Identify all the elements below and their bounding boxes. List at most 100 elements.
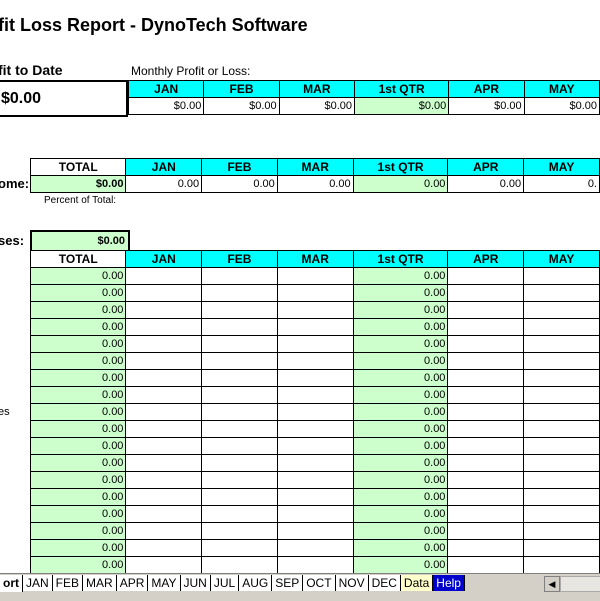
sheet-tab-nov[interactable]: NOV	[335, 575, 369, 591]
expense-total-cell[interactable]: 0.00	[29, 556, 127, 574]
expense-cell[interactable]	[201, 488, 278, 506]
expense-cell[interactable]	[276, 403, 354, 421]
scroll-left-button[interactable]: ◀	[544, 576, 560, 592]
expense-cell[interactable]	[201, 284, 278, 302]
expense-total-cell[interactable]: 0.00	[29, 386, 127, 404]
expense-qtr-cell[interactable]: 0.00	[352, 284, 449, 302]
expense-total-cell[interactable]: 0.00	[29, 539, 127, 557]
expense-cell[interactable]	[523, 488, 600, 506]
expense-cell[interactable]	[125, 267, 203, 285]
expense-cell[interactable]	[447, 403, 525, 421]
expense-cell[interactable]	[201, 267, 278, 285]
sheet-tab-feb[interactable]: FEB	[52, 575, 84, 591]
expense-qtr-cell[interactable]: 0.00	[352, 301, 449, 319]
sheet-tab-mar[interactable]: MAR	[83, 575, 117, 591]
expense-cell[interactable]	[447, 352, 525, 370]
expense-cell[interactable]	[125, 318, 203, 336]
expense-cell[interactable]	[125, 420, 203, 438]
expense-qtr-cell[interactable]: 0.00	[352, 403, 449, 421]
expense-cell[interactable]	[276, 454, 354, 472]
sheet-tab-sep[interactable]: SEP	[272, 575, 304, 591]
expense-cell[interactable]	[447, 539, 525, 557]
expense-cell[interactable]	[523, 539, 600, 557]
expense-total-cell[interactable]: 0.00	[29, 284, 127, 302]
expense-cell[interactable]	[523, 301, 600, 319]
expense-cell[interactable]	[125, 539, 203, 557]
expense-cell[interactable]	[201, 369, 278, 387]
expense-cell[interactable]	[447, 369, 525, 387]
expense-qtr-cell[interactable]: 0.00	[352, 420, 449, 438]
expense-cell[interactable]	[276, 369, 354, 387]
expense-cell[interactable]	[523, 267, 600, 285]
expense-total-cell[interactable]: 0.00	[29, 352, 127, 370]
expense-cell[interactable]	[201, 505, 278, 523]
expense-cell[interactable]	[447, 488, 525, 506]
expense-total-cell[interactable]: 0.00	[29, 403, 127, 421]
expense-qtr-cell[interactable]: 0.00	[352, 318, 449, 336]
expense-cell[interactable]	[201, 454, 278, 472]
profit-to-date-cell[interactable]: $0.00	[0, 80, 128, 117]
expense-cell[interactable]	[447, 420, 525, 438]
expense-cell[interactable]	[201, 301, 278, 319]
sheet-tab-jan[interactable]: JAN	[23, 575, 53, 591]
expense-cell[interactable]	[276, 556, 354, 574]
monthly-value-cell[interactable]: $0.00	[127, 97, 205, 115]
expense-qtr-cell[interactable]: 0.00	[352, 505, 449, 523]
monthly-value-cell[interactable]: $0.00	[353, 97, 450, 115]
expense-cell[interactable]	[201, 437, 278, 455]
expense-cell[interactable]	[447, 522, 525, 540]
expense-qtr-cell[interactable]: 0.00	[352, 522, 449, 540]
expense-qtr-cell[interactable]: 0.00	[352, 335, 449, 353]
expense-cell[interactable]	[523, 437, 600, 455]
expense-cell[interactable]	[276, 267, 354, 285]
expense-cell[interactable]	[125, 352, 203, 370]
expense-cell[interactable]	[125, 335, 203, 353]
expense-cell[interactable]	[523, 386, 600, 404]
expense-qtr-cell[interactable]: 0.00	[352, 556, 449, 574]
horizontal-scrollbar[interactable]	[560, 576, 600, 592]
expense-cell[interactable]	[201, 386, 278, 404]
expenses-total[interactable]: $0.00	[30, 230, 130, 250]
sheet-tab-may[interactable]: MAY	[148, 575, 181, 591]
expense-cell[interactable]	[447, 318, 525, 336]
expense-cell[interactable]	[125, 522, 203, 540]
expense-total-cell[interactable]: 0.00	[29, 335, 127, 353]
expense-cell[interactable]	[125, 369, 203, 387]
expense-total-cell[interactable]: 0.00	[29, 522, 127, 540]
expense-cell[interactable]	[447, 505, 525, 523]
expense-cell[interactable]	[201, 471, 278, 489]
expense-cell[interactable]	[447, 437, 525, 455]
expense-cell[interactable]	[447, 556, 525, 574]
expense-qtr-cell[interactable]: 0.00	[352, 369, 449, 387]
expense-cell[interactable]	[523, 471, 600, 489]
expense-qtr-cell[interactable]: 0.00	[352, 539, 449, 557]
expense-qtr-cell[interactable]: 0.00	[352, 352, 449, 370]
expense-qtr-cell[interactable]: 0.00	[352, 471, 449, 489]
monthly-value-cell[interactable]: $0.00	[448, 97, 525, 115]
expense-cell[interactable]	[447, 386, 525, 404]
expense-total-cell[interactable]: 0.00	[29, 505, 127, 523]
expense-cell[interactable]	[447, 284, 525, 302]
expense-cell[interactable]	[276, 522, 354, 540]
income-value-cell[interactable]: 0.00	[276, 175, 354, 193]
expense-cell[interactable]	[523, 522, 600, 540]
sheet-tab-aug[interactable]: AUG	[239, 575, 273, 591]
expense-cell[interactable]	[523, 335, 600, 353]
expense-qtr-cell[interactable]: 0.00	[352, 488, 449, 506]
expense-cell[interactable]	[125, 505, 203, 523]
expense-cell[interactable]	[125, 386, 203, 404]
expense-cell[interactable]	[201, 522, 278, 540]
income-value-cell[interactable]: 0.	[523, 175, 600, 193]
expense-total-cell[interactable]: 0.00	[29, 488, 127, 506]
expense-cell[interactable]	[276, 539, 354, 557]
sheet-tab-oct[interactable]: OCT	[303, 575, 336, 591]
expense-cell[interactable]	[523, 369, 600, 387]
expense-cell[interactable]	[523, 318, 600, 336]
expense-cell[interactable]	[276, 386, 354, 404]
expense-cell[interactable]	[125, 454, 203, 472]
expense-cell[interactable]	[125, 284, 203, 302]
expense-cell[interactable]	[447, 301, 525, 319]
expense-cell[interactable]	[276, 318, 354, 336]
expense-total-cell[interactable]: 0.00	[29, 267, 127, 285]
expense-qtr-cell[interactable]: 0.00	[352, 267, 449, 285]
